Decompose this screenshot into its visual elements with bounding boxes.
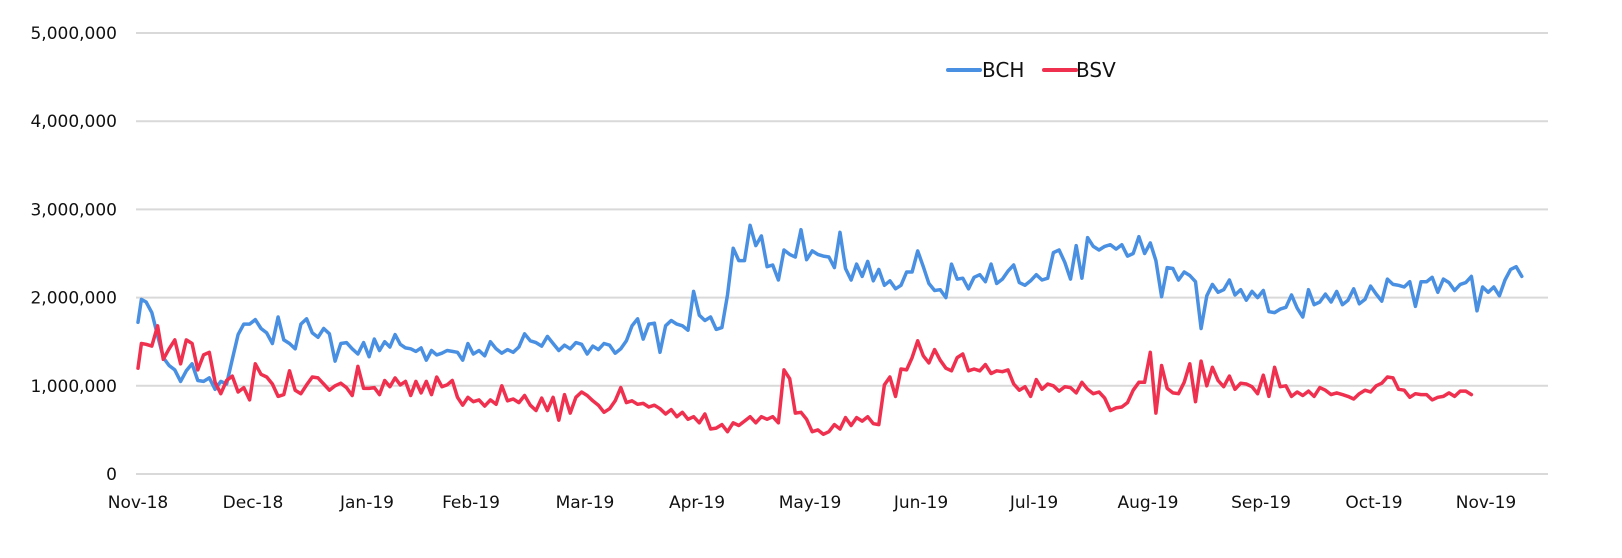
x-tick-label: Nov-19 [1456,493,1517,513]
legend: BCH BSV [946,58,1116,82]
x-tick-label: Jun-19 [893,493,948,513]
series-line-bsv [136,324,1474,437]
x-tick-label: Sep-19 [1231,493,1291,513]
series-lines [136,223,1524,437]
x-tick-label: Apr-19 [669,493,725,513]
y-tick-label: 5,000,000 [30,24,117,44]
y-tick-label: 3,000,000 [30,200,117,220]
x-tick-label: Aug-19 [1118,493,1179,513]
y-axis-tick-labels: 0 1,000,000 2,000,000 3,000,000 4,000,000 5,0… [30,24,117,485]
legend-bsv-label: BSV [1076,58,1116,82]
gridlines [136,32,1548,475]
y-tick-label: 1,000,000 [30,377,117,397]
x-tick-label: Jan-19 [339,493,394,513]
x-tick-label: Feb-19 [442,493,500,513]
legend-bch-label: BCH [982,58,1024,82]
y-tick-label: 0 [106,465,117,485]
y-tick-label: 2,000,000 [30,289,117,309]
x-tick-label: Mar-19 [556,493,615,513]
series-line-bch [136,223,1524,392]
y-tick-label: 4,000,000 [30,112,117,132]
x-tick-label: Dec-18 [223,493,284,513]
x-tick-label: Jul-19 [1009,493,1058,513]
x-tick-label: May-19 [779,493,842,513]
x-tick-label: Oct-19 [1345,493,1402,513]
x-tick-label: Nov-18 [108,493,169,513]
x-axis-tick-labels: Nov-18 Dec-18 Jan-19 Feb-19 Mar-19 Apr-19 May-… [108,493,1517,513]
